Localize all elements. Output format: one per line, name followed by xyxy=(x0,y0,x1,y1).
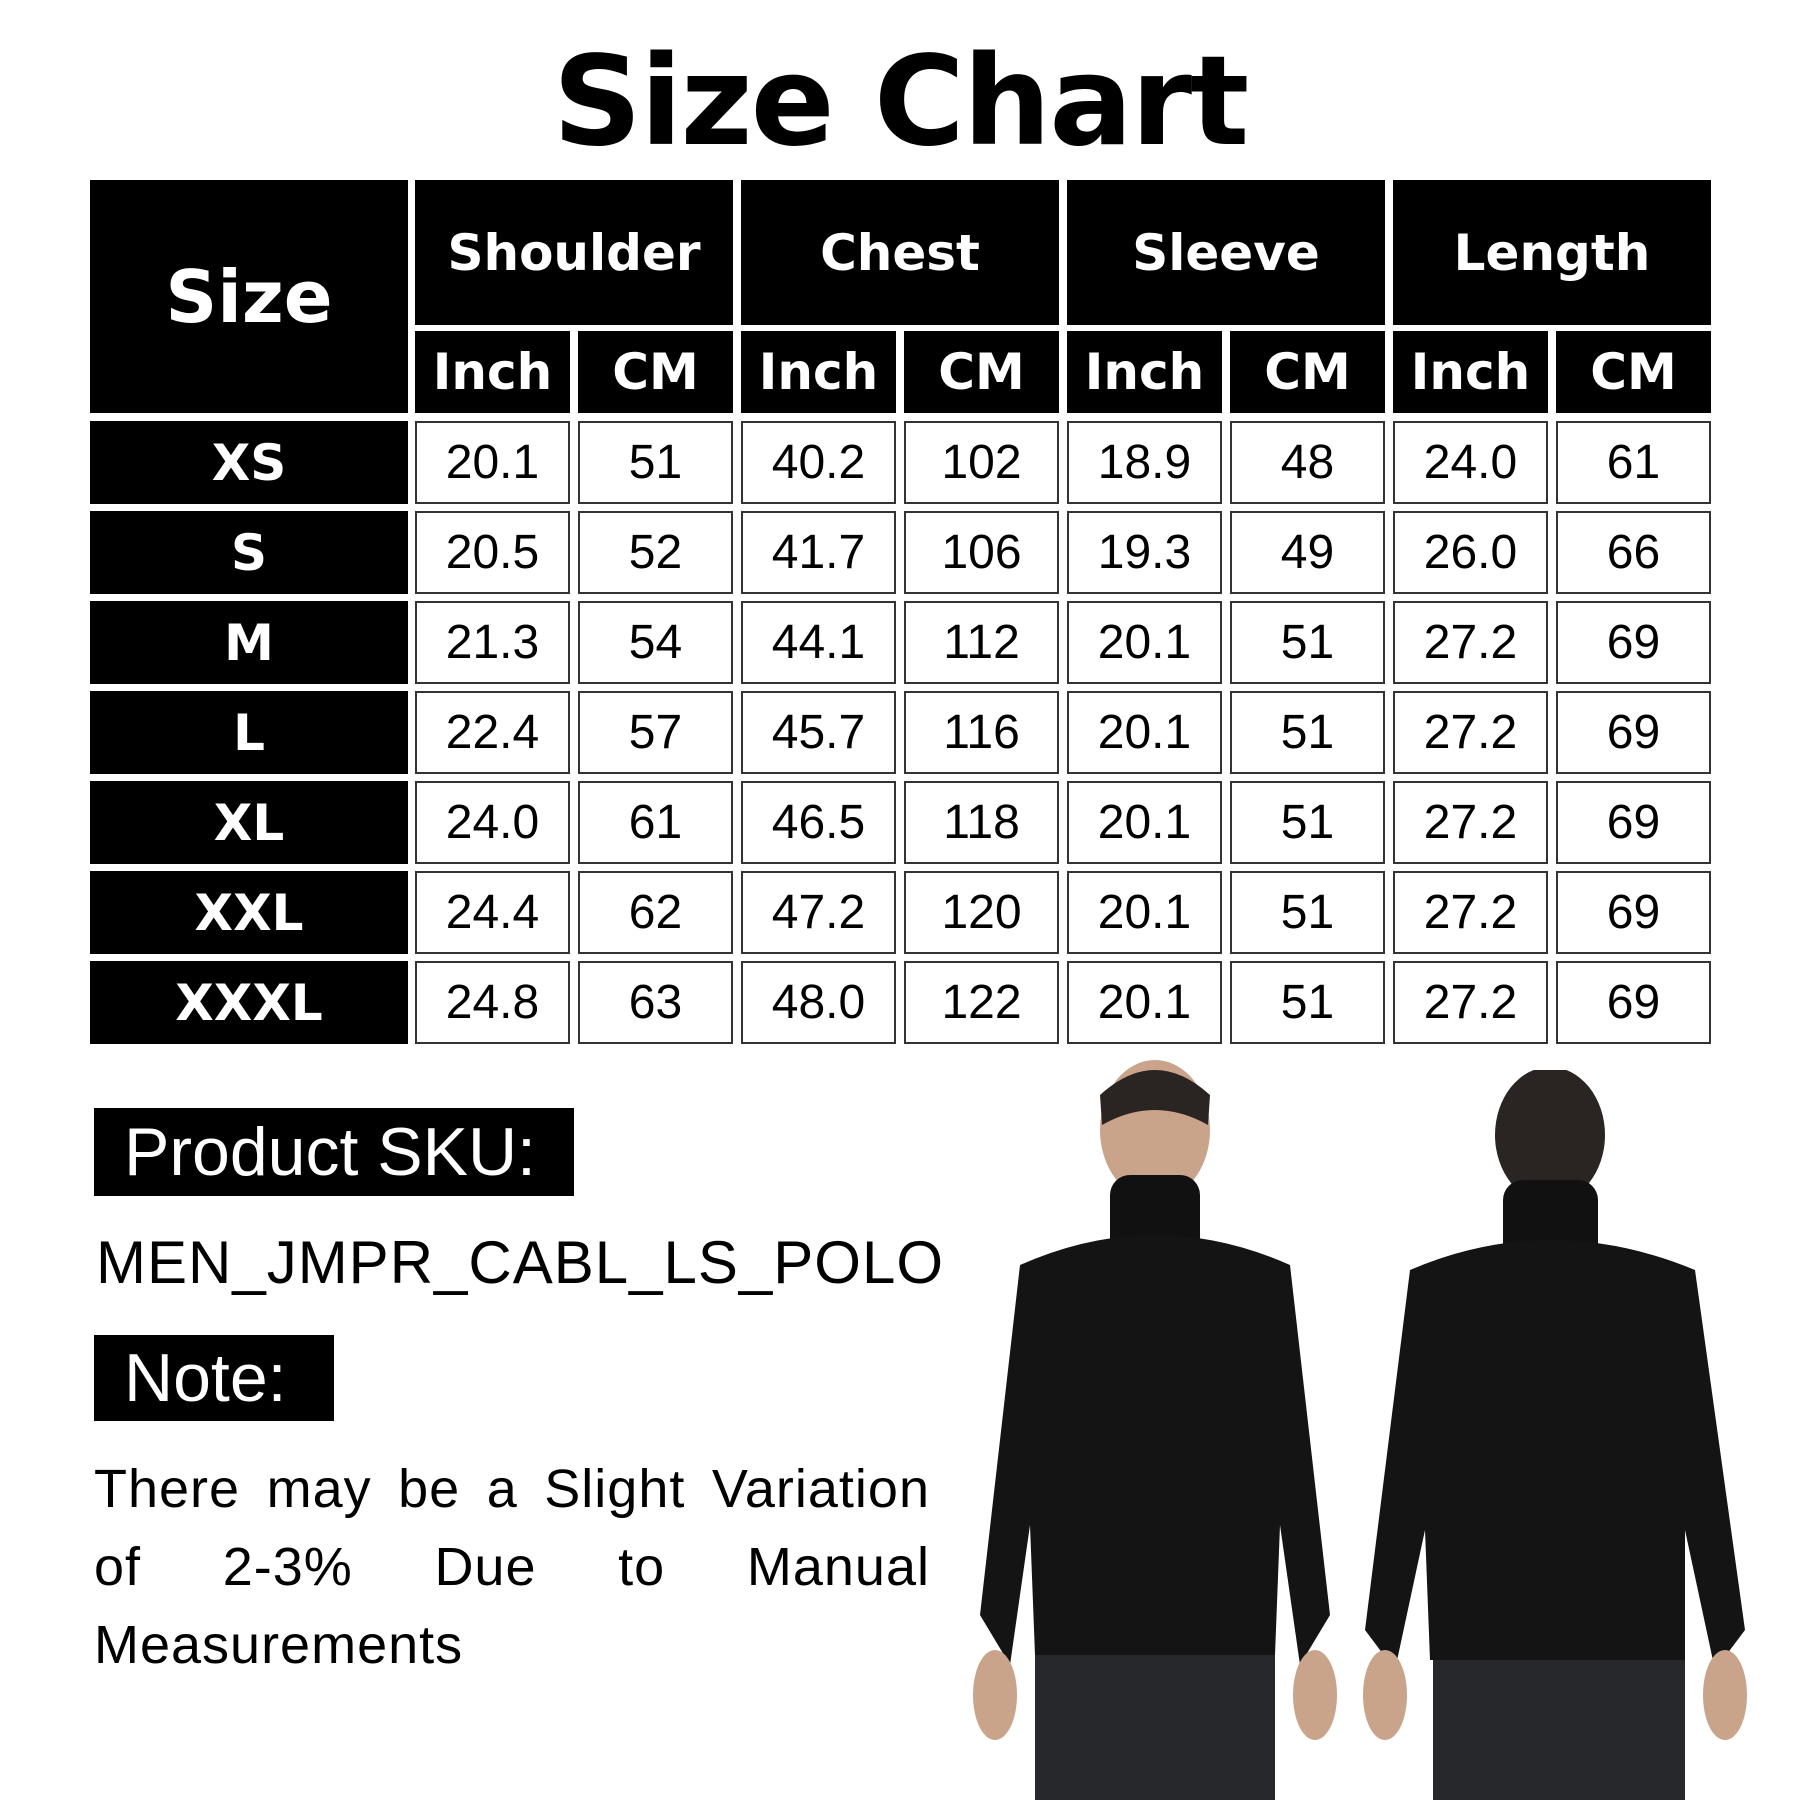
table-cell: 19.3 xyxy=(1067,511,1222,594)
table-cell: 51 xyxy=(1230,871,1385,954)
size-header: Size xyxy=(90,180,408,413)
sku-label: Product SKU: xyxy=(94,1108,574,1196)
table-cell: 102 xyxy=(904,421,1059,504)
unit-header: CM xyxy=(1230,331,1385,413)
table-cell: 27.2 xyxy=(1393,871,1548,954)
table-cell: 116 xyxy=(904,691,1059,774)
model-back-image xyxy=(1363,1070,1747,1800)
table-cell: 51 xyxy=(1230,961,1385,1044)
table-cell: 20.1 xyxy=(1067,961,1222,1044)
table-cell: 69 xyxy=(1556,601,1711,684)
table-cell: 24.4 xyxy=(415,871,570,954)
table-cell: 57 xyxy=(578,691,733,774)
model-front-image xyxy=(973,1060,1337,1800)
table-cell: 20.1 xyxy=(1067,781,1222,864)
unit-header: Inch xyxy=(415,331,570,413)
table-cell: 20.1 xyxy=(1067,871,1222,954)
table-cell: 22.4 xyxy=(415,691,570,774)
table-cell: 20.1 xyxy=(415,421,570,504)
table-cell: 69 xyxy=(1556,961,1711,1044)
table-cell: 51 xyxy=(1230,691,1385,774)
note-text: There may be a Slight Variation of 2-3% … xyxy=(94,1459,930,1675)
table-cell: 48.0 xyxy=(741,961,896,1044)
table-cell: 69 xyxy=(1556,781,1711,864)
size-label: XXXL xyxy=(90,961,408,1044)
table-cell: 62 xyxy=(578,871,733,954)
table-cell: 118 xyxy=(904,781,1059,864)
table-cell: 44.1 xyxy=(741,601,896,684)
table-cell: 45.7 xyxy=(741,691,896,774)
size-label: XL xyxy=(90,781,408,864)
size-label: S xyxy=(90,511,408,594)
table-cell: 112 xyxy=(904,601,1059,684)
table-cell: 46.5 xyxy=(741,781,896,864)
unit-header: CM xyxy=(904,331,1059,413)
table-cell: 63 xyxy=(578,961,733,1044)
group-header-shoulder: Shoulder xyxy=(415,180,733,325)
table-cell: 47.2 xyxy=(741,871,896,954)
unit-header: Inch xyxy=(741,331,896,413)
table-cell: 51 xyxy=(1230,601,1385,684)
table-cell: 61 xyxy=(1556,421,1711,504)
note-label: Note: xyxy=(94,1335,334,1421)
page-title: Size Chart xyxy=(552,30,1250,174)
table-cell: 51 xyxy=(1230,781,1385,864)
table-cell: 26.0 xyxy=(1393,511,1548,594)
table-cell: 20.5 xyxy=(415,511,570,594)
table-cell: 20.1 xyxy=(1067,601,1222,684)
unit-header: Inch xyxy=(1067,331,1222,413)
table-cell: 27.2 xyxy=(1393,781,1548,864)
table-cell: 24.0 xyxy=(415,781,570,864)
size-label: XS xyxy=(90,421,408,504)
table-cell: 24.0 xyxy=(1393,421,1548,504)
table-cell: 120 xyxy=(904,871,1059,954)
table-cell: 27.2 xyxy=(1393,601,1548,684)
table-cell: 52 xyxy=(578,511,733,594)
size-label: M xyxy=(90,601,408,684)
unit-header: Inch xyxy=(1393,331,1548,413)
table-cell: 20.1 xyxy=(1067,691,1222,774)
table-cell: 51 xyxy=(578,421,733,504)
table-cell: 24.8 xyxy=(415,961,570,1044)
table-cell: 40.2 xyxy=(741,421,896,504)
unit-header: CM xyxy=(1556,331,1711,413)
table-cell: 27.2 xyxy=(1393,691,1548,774)
sku-value: MEN_JMPR_CABL_LS_POLO xyxy=(96,1229,944,1296)
table-cell: 41.7 xyxy=(741,511,896,594)
size-label: L xyxy=(90,691,408,774)
table-cell: 48 xyxy=(1230,421,1385,504)
table-cell: 69 xyxy=(1556,691,1711,774)
group-header-length: Length xyxy=(1393,180,1711,325)
unit-header: CM xyxy=(578,331,733,413)
table-cell: 54 xyxy=(578,601,733,684)
table-cell: 27.2 xyxy=(1393,961,1548,1044)
group-header-sleeve: Sleeve xyxy=(1067,180,1385,325)
table-cell: 49 xyxy=(1230,511,1385,594)
group-header-chest: Chest xyxy=(741,180,1059,325)
table-cell: 21.3 xyxy=(415,601,570,684)
size-label: XXL xyxy=(90,871,408,954)
table-cell: 18.9 xyxy=(1067,421,1222,504)
table-cell: 122 xyxy=(904,961,1059,1044)
table-cell: 106 xyxy=(904,511,1059,594)
table-cell: 69 xyxy=(1556,871,1711,954)
table-cell: 61 xyxy=(578,781,733,864)
table-cell: 66 xyxy=(1556,511,1711,594)
